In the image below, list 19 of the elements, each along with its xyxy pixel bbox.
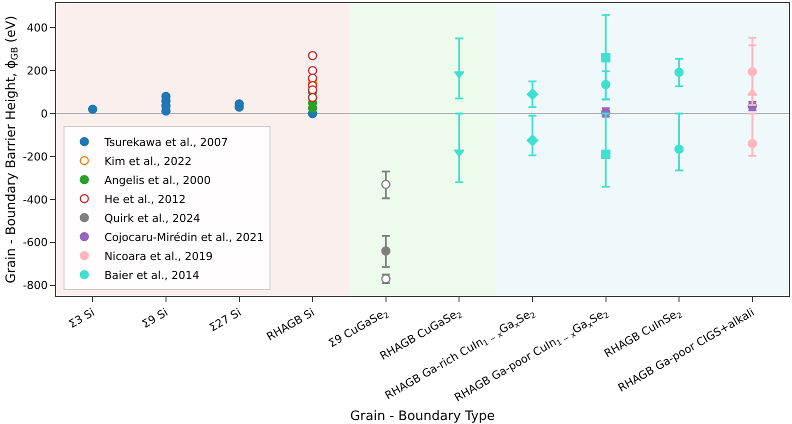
y-tick-label: 0 (40, 107, 48, 120)
legend-label: Angelis et al., 2000 (104, 174, 211, 187)
y-tick-label: -800 (22, 279, 48, 292)
y-tick-label: 400 (26, 22, 48, 35)
legend-label: Cojocaru-Mirédin et al., 2021 (104, 230, 264, 244)
legend-label: He et al., 2012 (104, 192, 186, 206)
x-tick-label: Σ3 Si (66, 306, 97, 331)
legend-label: Quirk et al., 2024 (104, 212, 200, 225)
x-tick-label: Σ9 Si (140, 306, 170, 331)
y-tick-label: 200 (26, 64, 48, 78)
x-axis-title: Grain - Boundary Type (350, 409, 495, 424)
legend-label: Nicoara et al., 2019 (104, 250, 213, 263)
legend-label: Kim et al., 2022 (104, 154, 192, 168)
y-tick-label: -600 (22, 236, 48, 250)
legend-label: Baier et al., 2014 (104, 268, 200, 282)
y-tick-label: -400 (22, 193, 48, 206)
legend-label: Tsurekawa et al., 2007 (103, 136, 228, 149)
x-tick-label: Σ27 Si (207, 306, 244, 334)
y-tick-label: -200 (22, 150, 48, 164)
